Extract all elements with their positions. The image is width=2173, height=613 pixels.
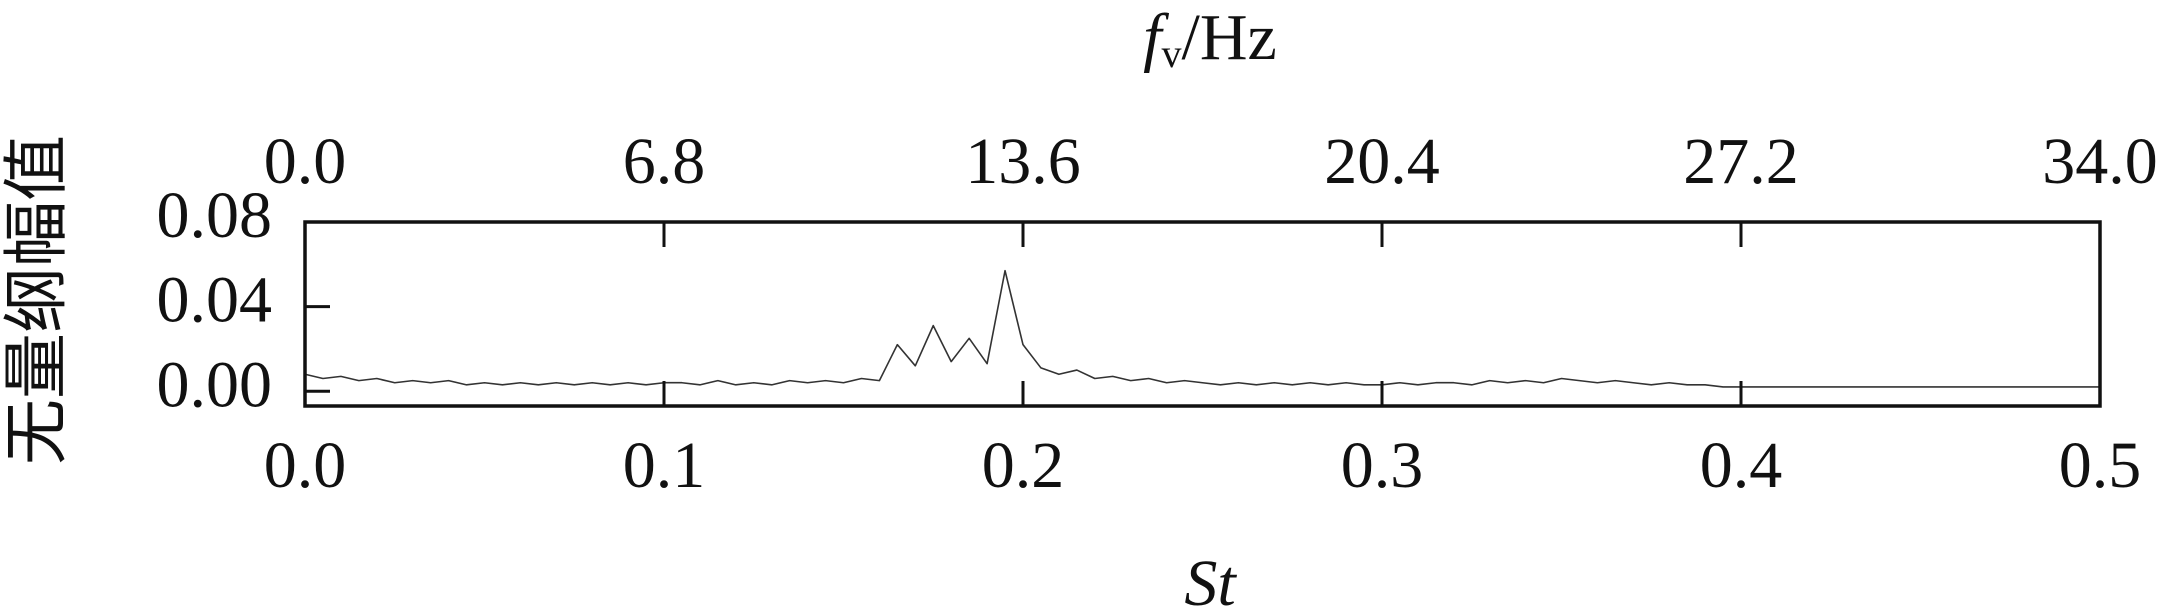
x-tick-label: 0.1 [623,429,706,502]
y-axis-title: 无量纲幅值 [1,135,74,465]
top-tick-label: 6.8 [623,125,706,198]
top-tick-label: 0.0 [264,125,347,198]
y-tick-label: 0.08 [157,179,273,252]
top-tick-label: 34.0 [2042,125,2158,198]
axis-title-part: /Hz [1182,1,1277,74]
y-tick-label: 0.00 [157,348,273,421]
top-tick-label: 20.4 [1324,125,1440,198]
plot-frame [303,220,2102,408]
axis-title-sub: v [1162,31,1182,76]
x-axis-title: St [1184,547,1237,613]
top-axis-title: fv/Hz [1143,1,1277,76]
data-line [304,269,2100,388]
x-tick-label: 0.2 [982,429,1065,502]
y-tick-label: 0.04 [157,264,273,337]
top-tick-label: 27.2 [1683,125,1799,198]
x-tick-label: 0.3 [1341,429,1424,502]
x-tick-label: 0.5 [2059,429,2142,502]
top-tick-label: 13.6 [965,125,1081,198]
x-tick-label: 0.0 [264,429,347,502]
x-tick-label: 0.4 [1700,429,1783,502]
